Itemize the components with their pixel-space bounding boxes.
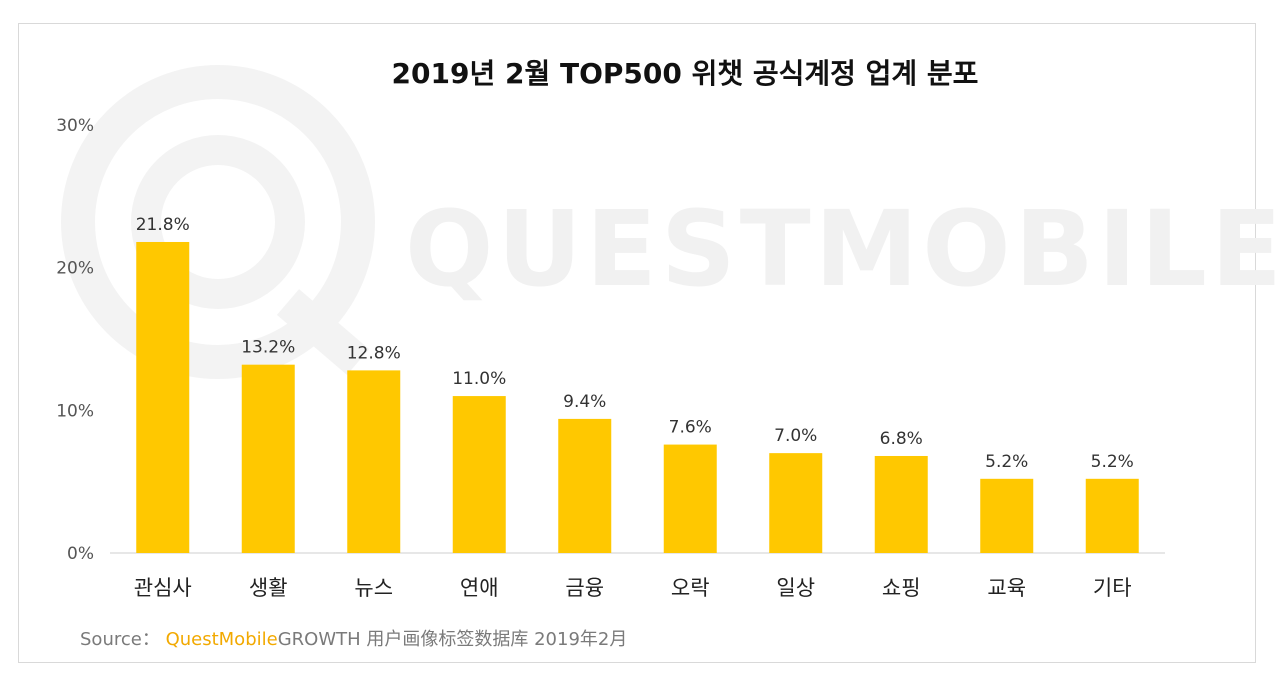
data-label: 9.4% [563, 392, 606, 412]
chart-title: 2019년 2월 TOP500 위챗 공식계정 업계 분포 [391, 57, 979, 90]
source-brand: QuestMobile [165, 629, 278, 650]
data-label: 6.8% [880, 429, 923, 449]
chart-frame [18, 23, 1256, 663]
bar [347, 370, 401, 553]
bar [1085, 478, 1139, 553]
bar [874, 455, 928, 553]
source-rest: GROWTH 用户画像标签数据库 2019年2月 [277, 629, 628, 650]
bar [558, 418, 612, 553]
data-label: 7.6% [669, 418, 712, 438]
watermark-logo-icon [61, 65, 375, 379]
bar [663, 444, 717, 553]
bar [136, 241, 190, 553]
data-label: 5.2% [1091, 452, 1134, 472]
bar [769, 453, 823, 553]
data-label: 13.2% [241, 338, 295, 358]
bar [452, 396, 506, 553]
x-tick-label: 금융 [565, 576, 604, 600]
data-label: 12.8% [347, 343, 401, 363]
y-tick-label: 0% [67, 544, 94, 564]
x-tick-label: 연애 [460, 576, 499, 600]
bar [241, 364, 295, 553]
y-tick-label: 10% [56, 401, 94, 421]
data-label: 7.0% [774, 426, 817, 446]
bar [980, 478, 1034, 553]
source-note: Source： QuestMobileGROWTH 用户画像标签数据库 2019… [80, 625, 627, 651]
x-tick-label: 쇼핑 [882, 576, 921, 600]
y-tick-label: 30% [56, 116, 94, 136]
x-tick-label: 기타 [1093, 576, 1132, 600]
y-tick-label: 20% [56, 259, 94, 279]
data-label: 5.2% [985, 452, 1028, 472]
data-label: 21.8% [136, 215, 190, 235]
x-tick-label: 생활 [249, 576, 288, 600]
x-tick-label: 오락 [671, 576, 710, 600]
x-tick-label: 관심사 [134, 576, 192, 600]
data-label: 11.0% [452, 369, 506, 389]
source-prefix: Source： [80, 629, 160, 650]
x-tick-label: 일상 [776, 576, 815, 600]
x-tick-label: 뉴스 [354, 576, 393, 600]
x-tick-label: 교육 [987, 576, 1026, 600]
